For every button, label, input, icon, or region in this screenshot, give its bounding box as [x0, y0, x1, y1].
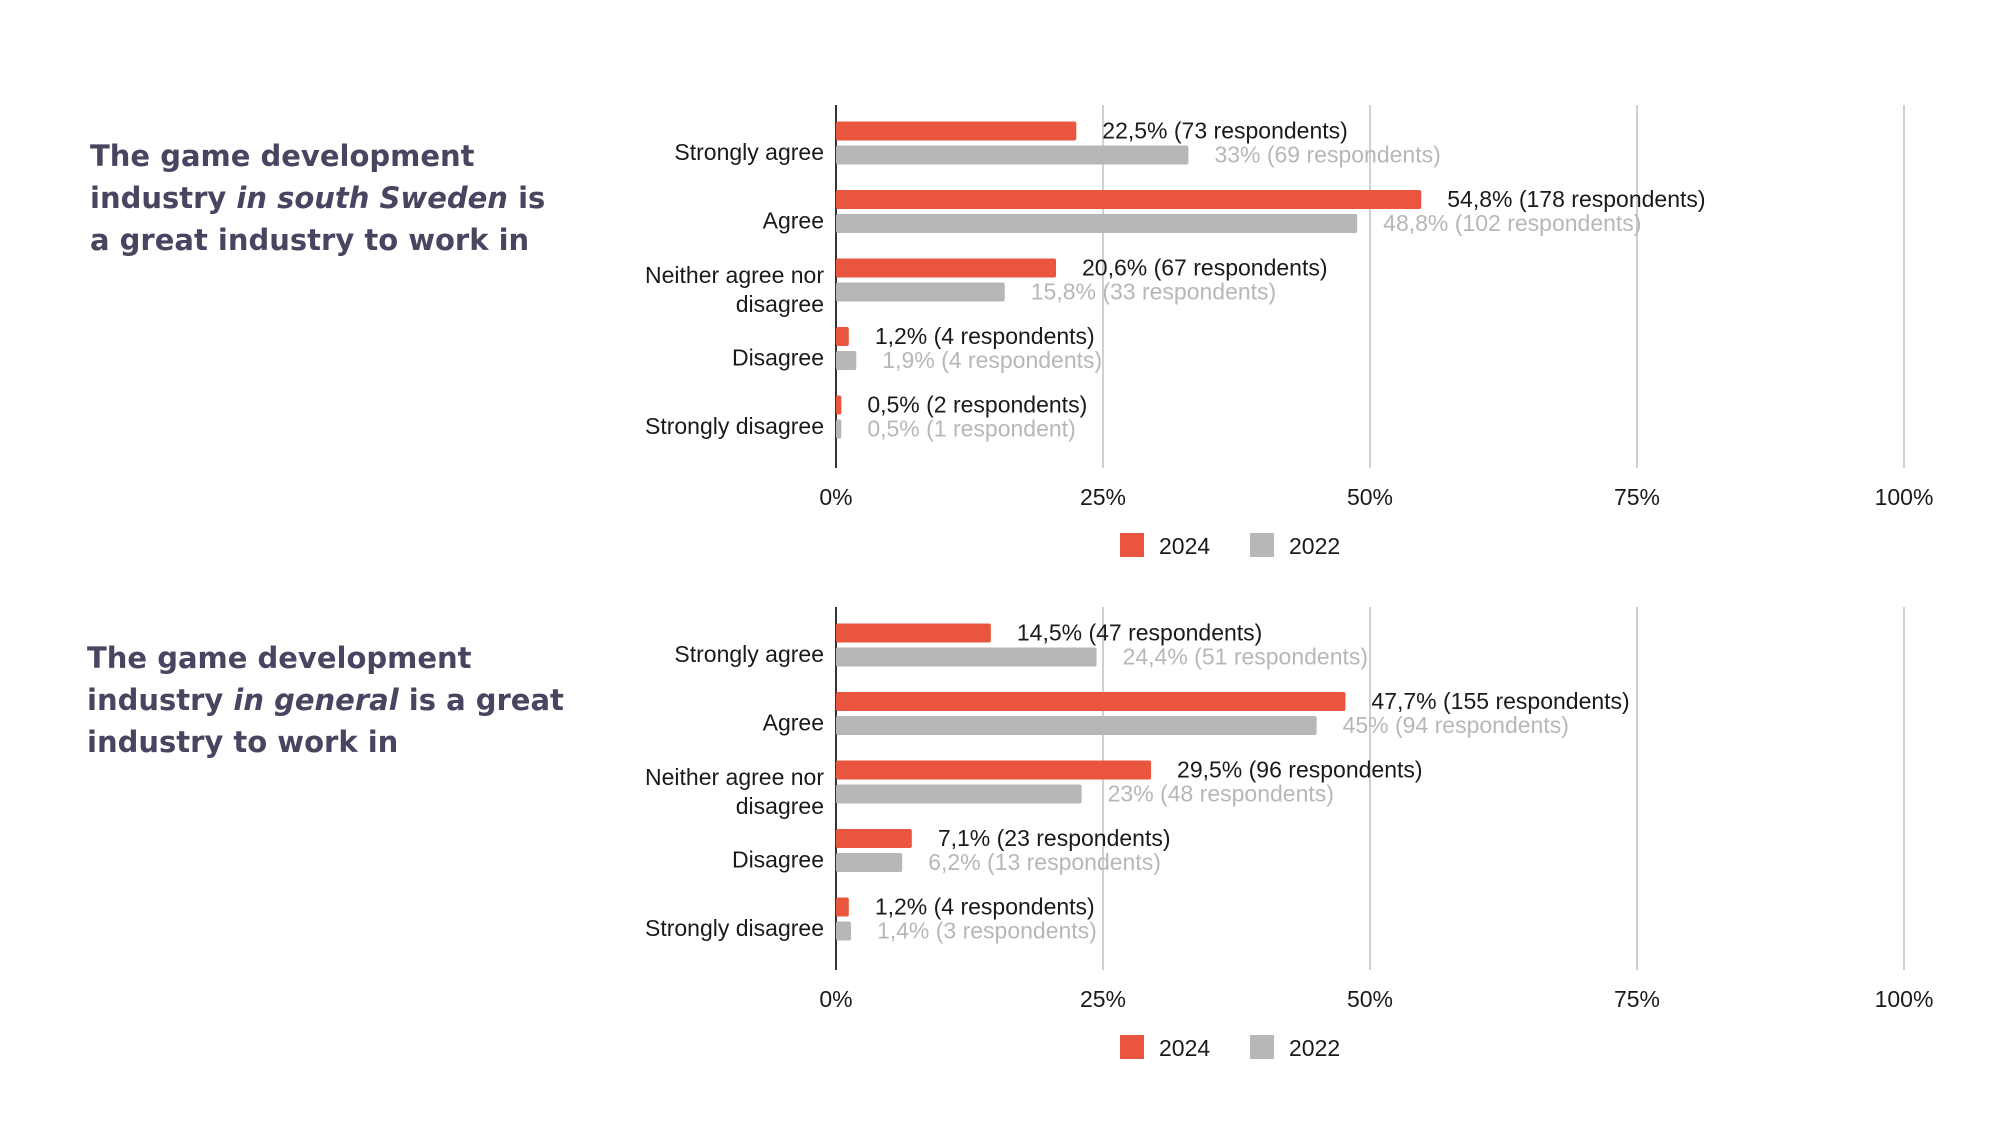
bar-2024-strongly-disagree	[836, 897, 849, 917]
chart-1-title: The game development industry in south S…	[90, 139, 546, 257]
bar-2022-strongly-agree	[836, 647, 1097, 667]
legend-label-2022: 2022	[1289, 1035, 1340, 1061]
bar-2024-agree	[836, 190, 1422, 209]
bar-2024-disagree	[836, 327, 849, 346]
x-tick-label: 50%	[1347, 484, 1393, 510]
data-label-2022: 0,5% (1 respondent)	[867, 416, 1075, 442]
data-label-2024: 54,8% (178 respondents)	[1447, 186, 1705, 212]
data-label-2024: 7,1% (23 respondents)	[938, 825, 1171, 851]
data-label-2024: 22,5% (73 respondents)	[1102, 118, 1348, 144]
legend-swatch-2024	[1120, 533, 1144, 557]
data-label-2022: 45% (94 respondents)	[1343, 712, 1569, 738]
data-label-2022: 33% (69 respondents)	[1214, 142, 1440, 168]
data-label-2024: 1,2% (4 respondents)	[875, 894, 1095, 920]
x-tick-label: 0%	[819, 484, 852, 510]
bar-2024-neither-agree-nor-disagree	[836, 760, 1152, 780]
bar-2024-strongly-agree	[836, 623, 991, 643]
bar-2024-disagree	[836, 829, 912, 848]
data-label-2024: 0,5% (2 respondents)	[867, 392, 1087, 418]
x-tick-label: 0%	[819, 986, 852, 1012]
category-label: disagree	[736, 291, 824, 317]
data-label-2024: 47,7% (155 respondents)	[1371, 688, 1629, 714]
category-label: disagree	[736, 793, 824, 819]
bar-2022-strongly-disagree	[836, 921, 851, 941]
legend-label-2022: 2022	[1289, 533, 1340, 559]
category-label: Agree	[763, 710, 824, 736]
chart-2-title: The game development industry in general…	[87, 641, 564, 759]
bar-2022-strongly-agree	[836, 145, 1189, 165]
x-tick-label: 100%	[1875, 986, 1934, 1012]
bar-2024-strongly-disagree	[836, 395, 842, 415]
data-label-2022: 48,8% (102 respondents)	[1383, 210, 1641, 236]
data-label-2022: 23% (48 respondents)	[1108, 781, 1334, 807]
category-label: Neither agree nor	[645, 262, 824, 288]
bar-2022-neither-agree-nor-disagree	[836, 784, 1082, 804]
category-label: Strongly disagree	[645, 915, 824, 941]
legend-label-2024: 2024	[1159, 1035, 1210, 1061]
legend-label-2024: 2024	[1159, 533, 1210, 559]
data-label-2022: 1,9% (4 respondents)	[882, 347, 1102, 373]
legend-swatch-2022	[1250, 533, 1274, 557]
bar-chart-south-sweden: 0% 25% 50% 75% 100% Strongly agree 22,5% (73 r…	[645, 105, 1934, 559]
x-tick-label: 25%	[1080, 484, 1126, 510]
category-label: Strongly disagree	[645, 413, 824, 439]
x-tick-label: 25%	[1080, 986, 1126, 1012]
x-tick-label: 100%	[1875, 484, 1934, 510]
bar-2022-agree	[836, 716, 1317, 735]
category-label: Strongly agree	[674, 641, 824, 667]
data-label-2024: 14,5% (47 respondents)	[1017, 620, 1263, 646]
legend-swatch-2022	[1250, 1035, 1274, 1059]
data-label-2024: 20,6% (67 respondents)	[1082, 255, 1328, 281]
data-label-2022: 15,8% (33 respondents)	[1031, 279, 1277, 305]
bar-2022-disagree	[836, 351, 857, 370]
data-label-2024: 29,5% (96 respondents)	[1177, 757, 1423, 783]
bar-2022-disagree	[836, 853, 903, 872]
bar-2022-neither-agree-nor-disagree	[836, 282, 1005, 302]
category-label: Neither agree nor	[645, 764, 824, 790]
bar-chart-general: 0% 25% 50% 75% 100% Strongly agree 14,5% (47 r…	[645, 607, 1934, 1061]
x-tick-label: 50%	[1347, 986, 1393, 1012]
bar-2022-agree	[836, 214, 1358, 233]
data-label-2024: 1,2% (4 respondents)	[875, 323, 1095, 349]
bar-2024-agree	[836, 692, 1346, 711]
category-label: Disagree	[732, 345, 824, 371]
category-label: Agree	[763, 208, 824, 234]
category-label: Strongly agree	[674, 139, 824, 165]
category-label: Disagree	[732, 847, 824, 873]
data-label-2022: 6,2% (13 respondents)	[928, 849, 1161, 875]
bar-2024-neither-agree-nor-disagree	[836, 258, 1057, 278]
bar-2024-strongly-agree	[836, 121, 1077, 141]
bar-2022-strongly-disagree	[836, 419, 842, 439]
x-tick-label: 75%	[1614, 986, 1660, 1012]
legend-swatch-2024	[1120, 1035, 1144, 1059]
data-label-2022: 24,4% (51 respondents)	[1123, 644, 1369, 670]
data-label-2022: 1,4% (3 respondents)	[877, 918, 1097, 944]
x-tick-label: 75%	[1614, 484, 1660, 510]
